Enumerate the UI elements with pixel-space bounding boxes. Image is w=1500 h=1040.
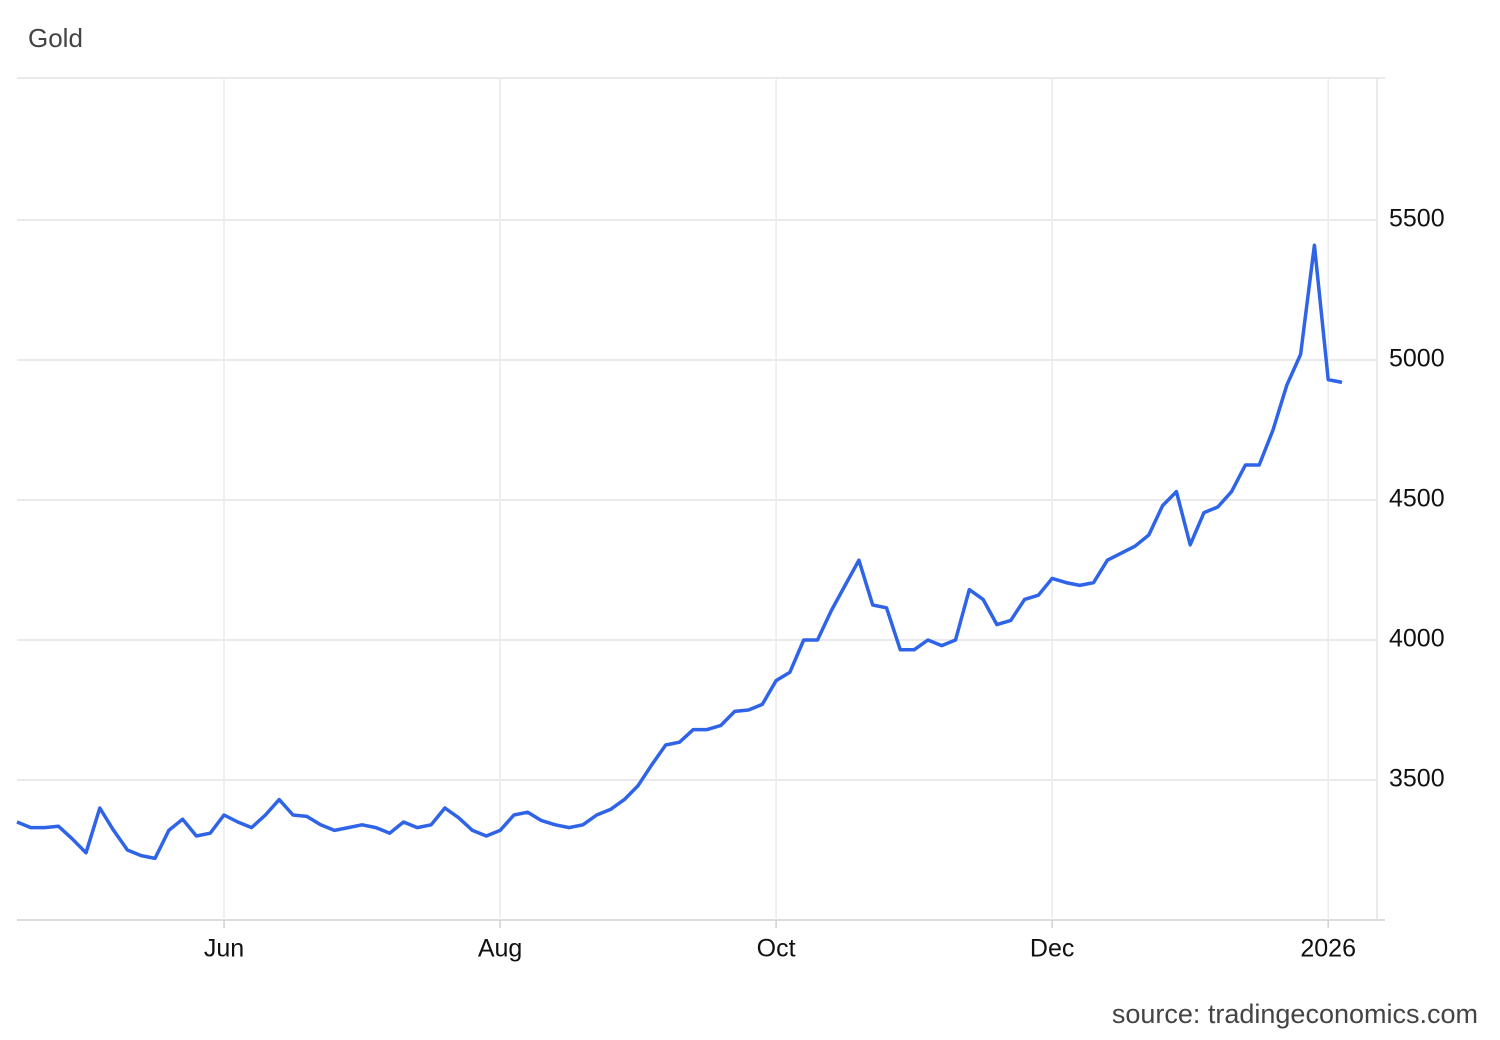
chart-title: Gold xyxy=(28,23,83,53)
x-tick-label: Jun xyxy=(204,935,244,963)
y-tick-label: 3500 xyxy=(1389,765,1445,793)
x-tick-label: Aug xyxy=(478,935,522,963)
x-tick-label: Oct xyxy=(757,935,796,963)
y-tick-label: 5000 xyxy=(1389,345,1445,373)
price-line xyxy=(16,243,1343,861)
y-tick-label: 5500 xyxy=(1389,205,1445,233)
source: source: tradingeconomics.com xyxy=(1112,999,1478,1029)
y-tick-label: 4000 xyxy=(1389,625,1445,653)
x-tick-label: 2026 xyxy=(1300,935,1356,963)
y-tick-label: 4500 xyxy=(1389,485,1445,513)
x-tick-label: Dec xyxy=(1030,935,1074,963)
